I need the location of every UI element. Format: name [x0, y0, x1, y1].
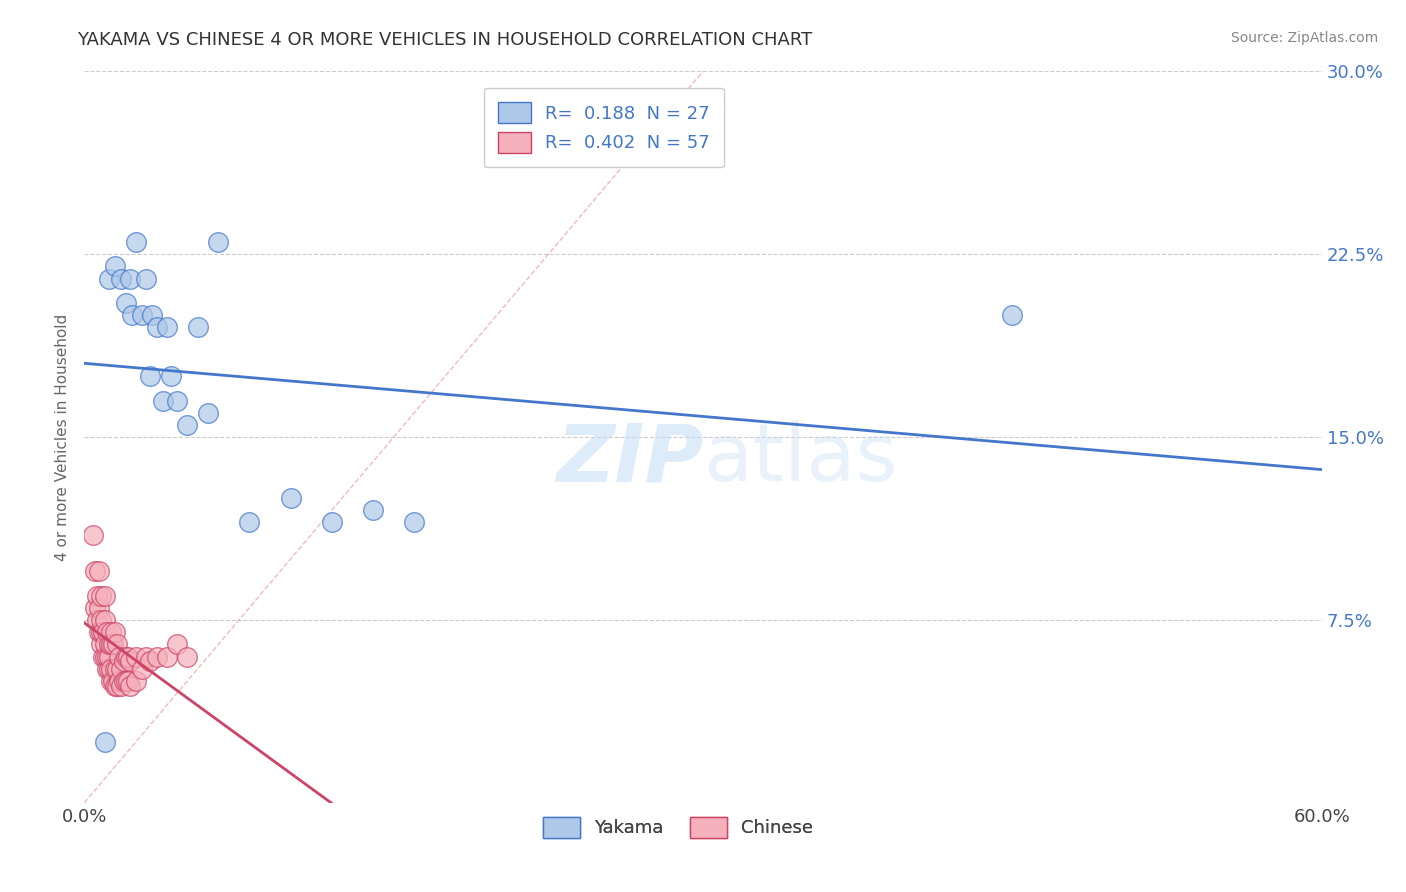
Point — [156, 649, 179, 664]
Point — [110, 662, 132, 676]
Point — [176, 649, 198, 664]
Point — [207, 235, 229, 249]
Point — [112, 673, 135, 688]
Point — [108, 649, 131, 664]
Point — [176, 417, 198, 432]
Point — [197, 406, 219, 420]
Point — [83, 600, 105, 615]
Point — [100, 637, 122, 651]
Point — [87, 564, 110, 578]
Point — [125, 649, 148, 664]
Text: atlas: atlas — [703, 420, 897, 498]
Point — [96, 649, 118, 664]
Point — [104, 679, 127, 693]
Point — [90, 613, 112, 627]
Point — [110, 271, 132, 285]
Point — [145, 320, 167, 334]
Point — [139, 369, 162, 384]
Point — [125, 673, 148, 688]
Point — [135, 271, 157, 285]
Point — [104, 625, 127, 640]
Point — [98, 662, 121, 676]
Point — [91, 649, 114, 664]
Point — [105, 662, 128, 676]
Point — [280, 491, 302, 505]
Point — [118, 679, 141, 693]
Point — [135, 649, 157, 664]
Point — [105, 679, 128, 693]
Point — [94, 637, 117, 651]
Text: ZIP: ZIP — [555, 420, 703, 498]
Point — [238, 516, 260, 530]
Point — [98, 637, 121, 651]
Point — [131, 308, 153, 322]
Point — [100, 673, 122, 688]
Point — [118, 271, 141, 285]
Point — [82, 527, 104, 541]
Text: Source: ZipAtlas.com: Source: ZipAtlas.com — [1230, 31, 1378, 45]
Point — [145, 649, 167, 664]
Point — [152, 393, 174, 408]
Point — [1001, 308, 1024, 322]
Point — [100, 625, 122, 640]
Point — [98, 271, 121, 285]
Point — [94, 649, 117, 664]
Point — [121, 308, 143, 322]
Point — [90, 625, 112, 640]
Point — [187, 320, 209, 334]
Point — [94, 589, 117, 603]
Point — [110, 679, 132, 693]
Point — [87, 625, 110, 640]
Point — [114, 649, 136, 664]
Point — [98, 649, 121, 664]
Point — [117, 649, 139, 664]
Point — [86, 589, 108, 603]
Point — [96, 625, 118, 640]
Point — [156, 320, 179, 334]
Point — [104, 662, 127, 676]
Point — [90, 637, 112, 651]
Point — [103, 637, 125, 651]
Legend: Yakama, Chinese: Yakama, Chinese — [536, 810, 820, 845]
Point — [117, 673, 139, 688]
Point — [112, 654, 135, 668]
Point — [114, 296, 136, 310]
Point — [94, 735, 117, 749]
Point — [90, 589, 112, 603]
Point — [160, 369, 183, 384]
Point — [166, 637, 188, 651]
Point — [83, 564, 105, 578]
Point — [125, 235, 148, 249]
Point — [166, 393, 188, 408]
Point — [105, 637, 128, 651]
Point — [87, 600, 110, 615]
Point — [103, 673, 125, 688]
Point — [100, 662, 122, 676]
Point — [118, 654, 141, 668]
Point — [104, 260, 127, 274]
Point — [361, 503, 384, 517]
Point — [96, 662, 118, 676]
Point — [91, 625, 114, 640]
Text: YAKAMA VS CHINESE 4 OR MORE VEHICLES IN HOUSEHOLD CORRELATION CHART: YAKAMA VS CHINESE 4 OR MORE VEHICLES IN … — [77, 31, 813, 49]
Y-axis label: 4 or more Vehicles in Household: 4 or more Vehicles in Household — [55, 313, 70, 561]
Point — [139, 654, 162, 668]
Point — [94, 613, 117, 627]
Point — [114, 673, 136, 688]
Point — [321, 516, 343, 530]
Point — [86, 613, 108, 627]
Point — [108, 673, 131, 688]
Point — [141, 308, 163, 322]
Point — [131, 662, 153, 676]
Point — [404, 516, 426, 530]
